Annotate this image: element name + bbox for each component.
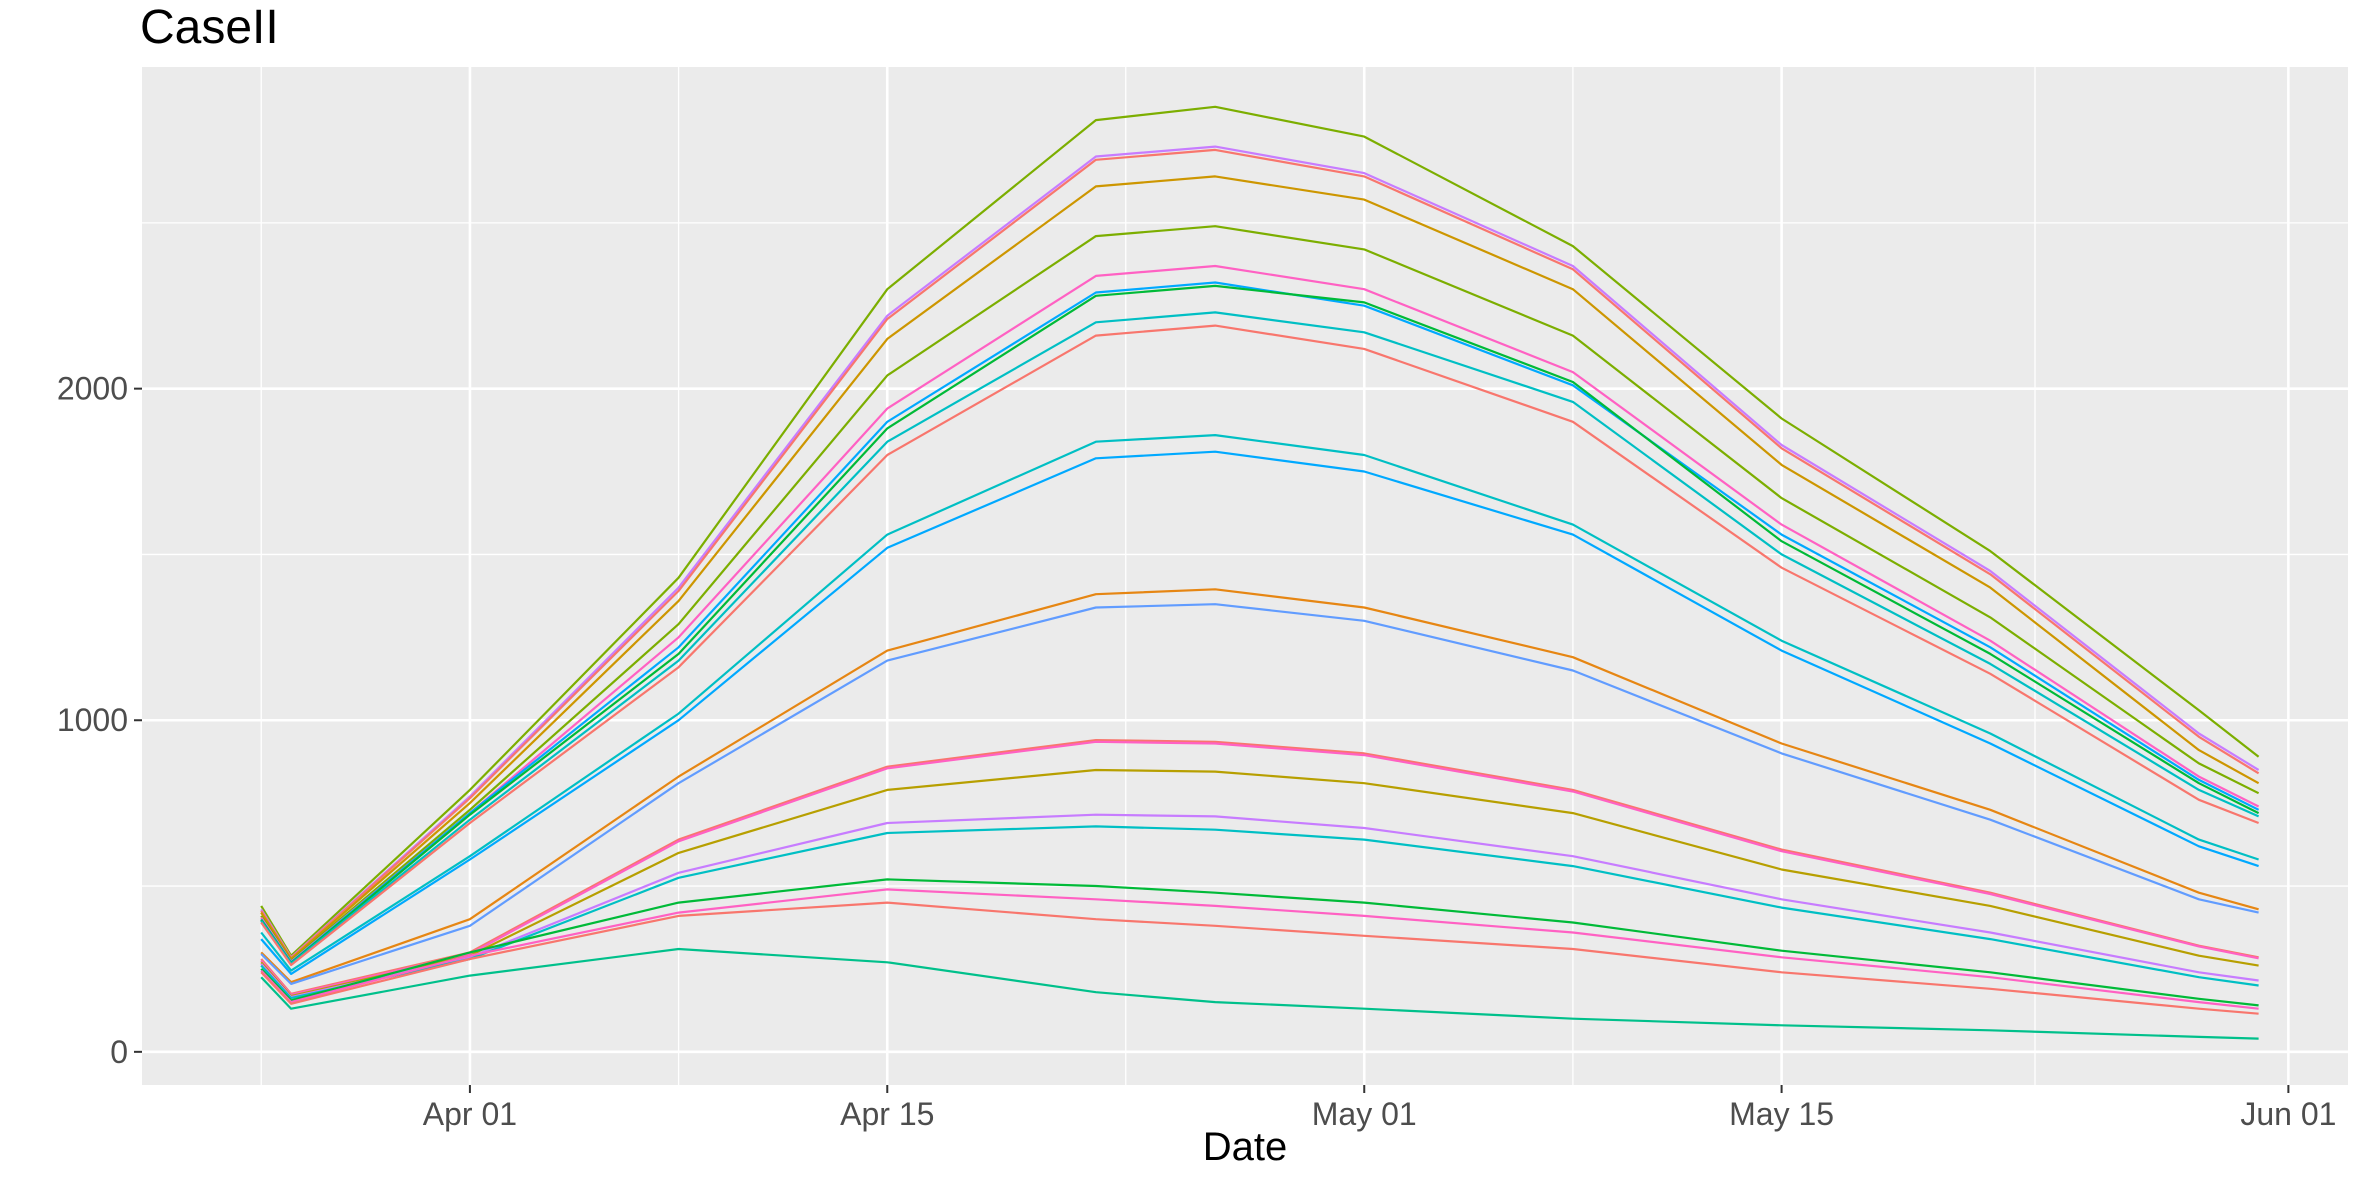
series-line-14 xyxy=(260,603,2259,985)
series-line-18 xyxy=(260,813,2259,999)
series-line-5 xyxy=(260,225,2260,962)
x-tick-label: May 15 xyxy=(1729,1096,1834,1132)
series-line-10 xyxy=(260,324,2259,967)
x-axis-title: Date xyxy=(1203,1125,1288,1169)
series-lines xyxy=(260,105,2260,1040)
axes: Apr 01 Apr 15 May 01 May 15 Jun 01 0 1000 2000 xyxy=(57,371,2337,1132)
series-line-21 xyxy=(260,888,2259,1010)
series-line-20 xyxy=(260,878,2259,1007)
x-tick-label: Jun 01 xyxy=(2240,1096,2336,1132)
series-line-7 xyxy=(260,281,2260,964)
series-line-16 xyxy=(260,740,2259,996)
series-line-1 xyxy=(260,105,2260,957)
series-line-22 xyxy=(260,901,2259,1015)
x-tick-label: Apr 01 xyxy=(423,1096,517,1132)
x-tick-label: Apr 15 xyxy=(840,1096,934,1132)
y-tick-label: 0 xyxy=(110,1034,128,1070)
y-tick-label: 2000 xyxy=(57,371,128,407)
series-line-13 xyxy=(260,588,2259,984)
series-line-12 xyxy=(260,450,2259,975)
series-line-11 xyxy=(260,434,2259,972)
chart-title: CaseII xyxy=(140,1,279,54)
series-line-9 xyxy=(260,311,2260,965)
series-line-8 xyxy=(260,284,2260,965)
series-line-4 xyxy=(260,175,2260,961)
x-tick-label: May 01 xyxy=(1312,1096,1417,1132)
series-line-2 xyxy=(260,145,2260,959)
plot-panel xyxy=(142,67,2348,1085)
y-tick-label: 1000 xyxy=(57,702,128,738)
series-line-3 xyxy=(260,148,2260,960)
series-line-23 xyxy=(260,947,2259,1040)
